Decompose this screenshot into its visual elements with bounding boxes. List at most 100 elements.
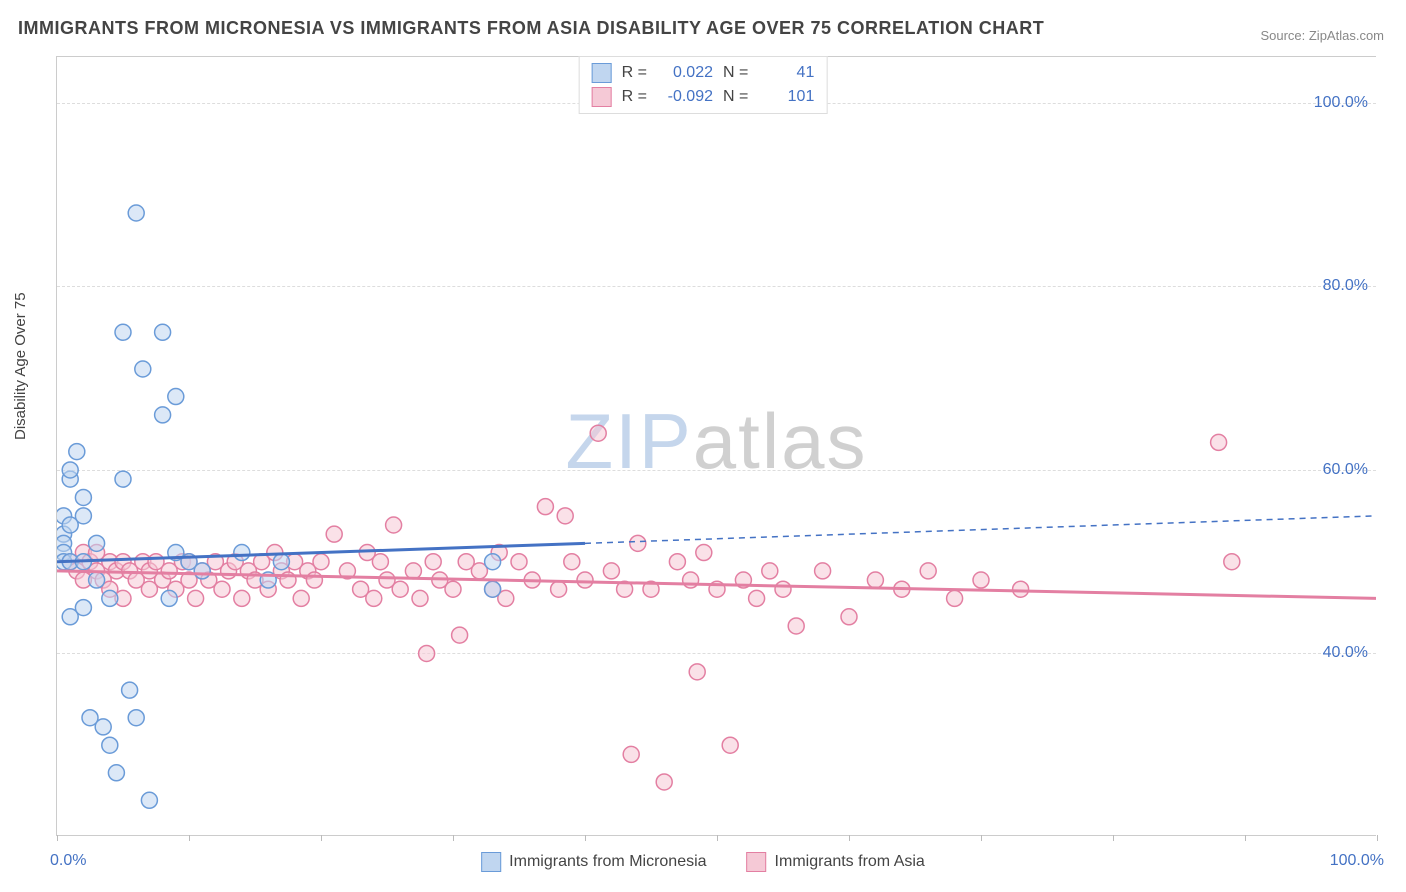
- data-point: [485, 581, 501, 597]
- data-point: [511, 554, 527, 570]
- data-point: [749, 590, 765, 606]
- x-max-label: 100.0%: [1330, 852, 1384, 870]
- data-point: [405, 563, 421, 579]
- data-point: [372, 554, 388, 570]
- data-point: [775, 581, 791, 597]
- data-point: [313, 554, 329, 570]
- data-point: [722, 737, 738, 753]
- scatter-svg: [57, 57, 1376, 835]
- data-point: [115, 471, 131, 487]
- correlation-legend: R = 0.022 N = 41 R = -0.092 N = 101: [579, 56, 828, 114]
- data-point: [273, 554, 289, 570]
- x-tick-mark: [189, 835, 190, 841]
- data-point: [920, 563, 936, 579]
- data-point: [557, 508, 573, 524]
- legend-item-micronesia: Immigrants from Micronesia: [481, 852, 706, 872]
- data-point: [452, 627, 468, 643]
- data-point: [669, 554, 685, 570]
- r-label: R =: [622, 88, 647, 106]
- n-label: N =: [723, 88, 748, 106]
- r-label: R =: [622, 64, 647, 82]
- x-tick-mark: [981, 835, 982, 841]
- data-point: [326, 526, 342, 542]
- data-point: [214, 581, 230, 597]
- data-point: [425, 554, 441, 570]
- legend-row-asia: R = -0.092 N = 101: [592, 85, 815, 109]
- data-point: [867, 572, 883, 588]
- data-point: [1013, 581, 1029, 597]
- data-point: [392, 581, 408, 597]
- data-point: [603, 563, 619, 579]
- x-tick-mark: [1245, 835, 1246, 841]
- data-point: [155, 324, 171, 340]
- regression-line: [585, 516, 1376, 544]
- data-point: [537, 499, 553, 515]
- data-point: [815, 563, 831, 579]
- data-point: [102, 590, 118, 606]
- data-point: [128, 205, 144, 221]
- data-point: [564, 554, 580, 570]
- data-point: [161, 590, 177, 606]
- x-tick-mark: [57, 835, 58, 841]
- x-tick-mark: [321, 835, 322, 841]
- data-point: [366, 590, 382, 606]
- data-point: [122, 682, 138, 698]
- data-point: [1224, 554, 1240, 570]
- data-point: [69, 444, 85, 460]
- x-tick-mark: [1377, 835, 1378, 841]
- source-label: Source: ZipAtlas.com: [1260, 28, 1384, 43]
- y-axis-label: Disability Age Over 75: [12, 292, 29, 440]
- data-point: [188, 590, 204, 606]
- data-point: [1211, 434, 1227, 450]
- n-value-micronesia: 41: [758, 64, 814, 82]
- legend-label-asia: Immigrants from Asia: [775, 853, 925, 871]
- data-point: [141, 792, 157, 808]
- data-point: [590, 425, 606, 441]
- data-point: [947, 590, 963, 606]
- data-point: [656, 774, 672, 790]
- data-point: [630, 535, 646, 551]
- data-point: [75, 508, 91, 524]
- legend-swatch-micronesia: [481, 852, 501, 872]
- data-point: [102, 737, 118, 753]
- data-point: [234, 590, 250, 606]
- data-point: [95, 719, 111, 735]
- x-tick-mark: [453, 835, 454, 841]
- data-point: [293, 590, 309, 606]
- data-point: [62, 462, 78, 478]
- data-point: [551, 581, 567, 597]
- n-label: N =: [723, 64, 748, 82]
- legend-label-micronesia: Immigrants from Micronesia: [509, 853, 706, 871]
- data-point: [386, 517, 402, 533]
- r-value-asia: -0.092: [657, 88, 713, 106]
- r-value-micronesia: 0.022: [657, 64, 713, 82]
- data-point: [75, 489, 91, 505]
- data-point: [689, 664, 705, 680]
- data-point: [108, 765, 124, 781]
- data-point: [762, 563, 778, 579]
- n-value-asia: 101: [758, 88, 814, 106]
- data-point: [623, 746, 639, 762]
- data-point: [577, 572, 593, 588]
- x-tick-mark: [717, 835, 718, 841]
- chart-plot-area: ZIPatlas 40.0%60.0%80.0%100.0%: [56, 56, 1376, 836]
- data-point: [75, 600, 91, 616]
- data-point: [115, 324, 131, 340]
- data-point: [445, 581, 461, 597]
- x-tick-mark: [1113, 835, 1114, 841]
- data-point: [696, 545, 712, 561]
- data-point: [841, 609, 857, 625]
- data-point: [412, 590, 428, 606]
- data-point: [788, 618, 804, 634]
- data-point: [194, 563, 210, 579]
- legend-row-micronesia: R = 0.022 N = 41: [592, 61, 815, 85]
- x-tick-mark: [849, 835, 850, 841]
- series-legend: Immigrants from Micronesia Immigrants fr…: [481, 852, 925, 872]
- legend-item-asia: Immigrants from Asia: [747, 852, 925, 872]
- data-point: [155, 407, 171, 423]
- x-origin-label: 0.0%: [50, 852, 86, 870]
- legend-swatch-micronesia: [592, 63, 612, 83]
- legend-swatch-asia: [747, 852, 767, 872]
- chart-title: IMMIGRANTS FROM MICRONESIA VS IMMIGRANTS…: [18, 18, 1044, 39]
- data-point: [419, 645, 435, 661]
